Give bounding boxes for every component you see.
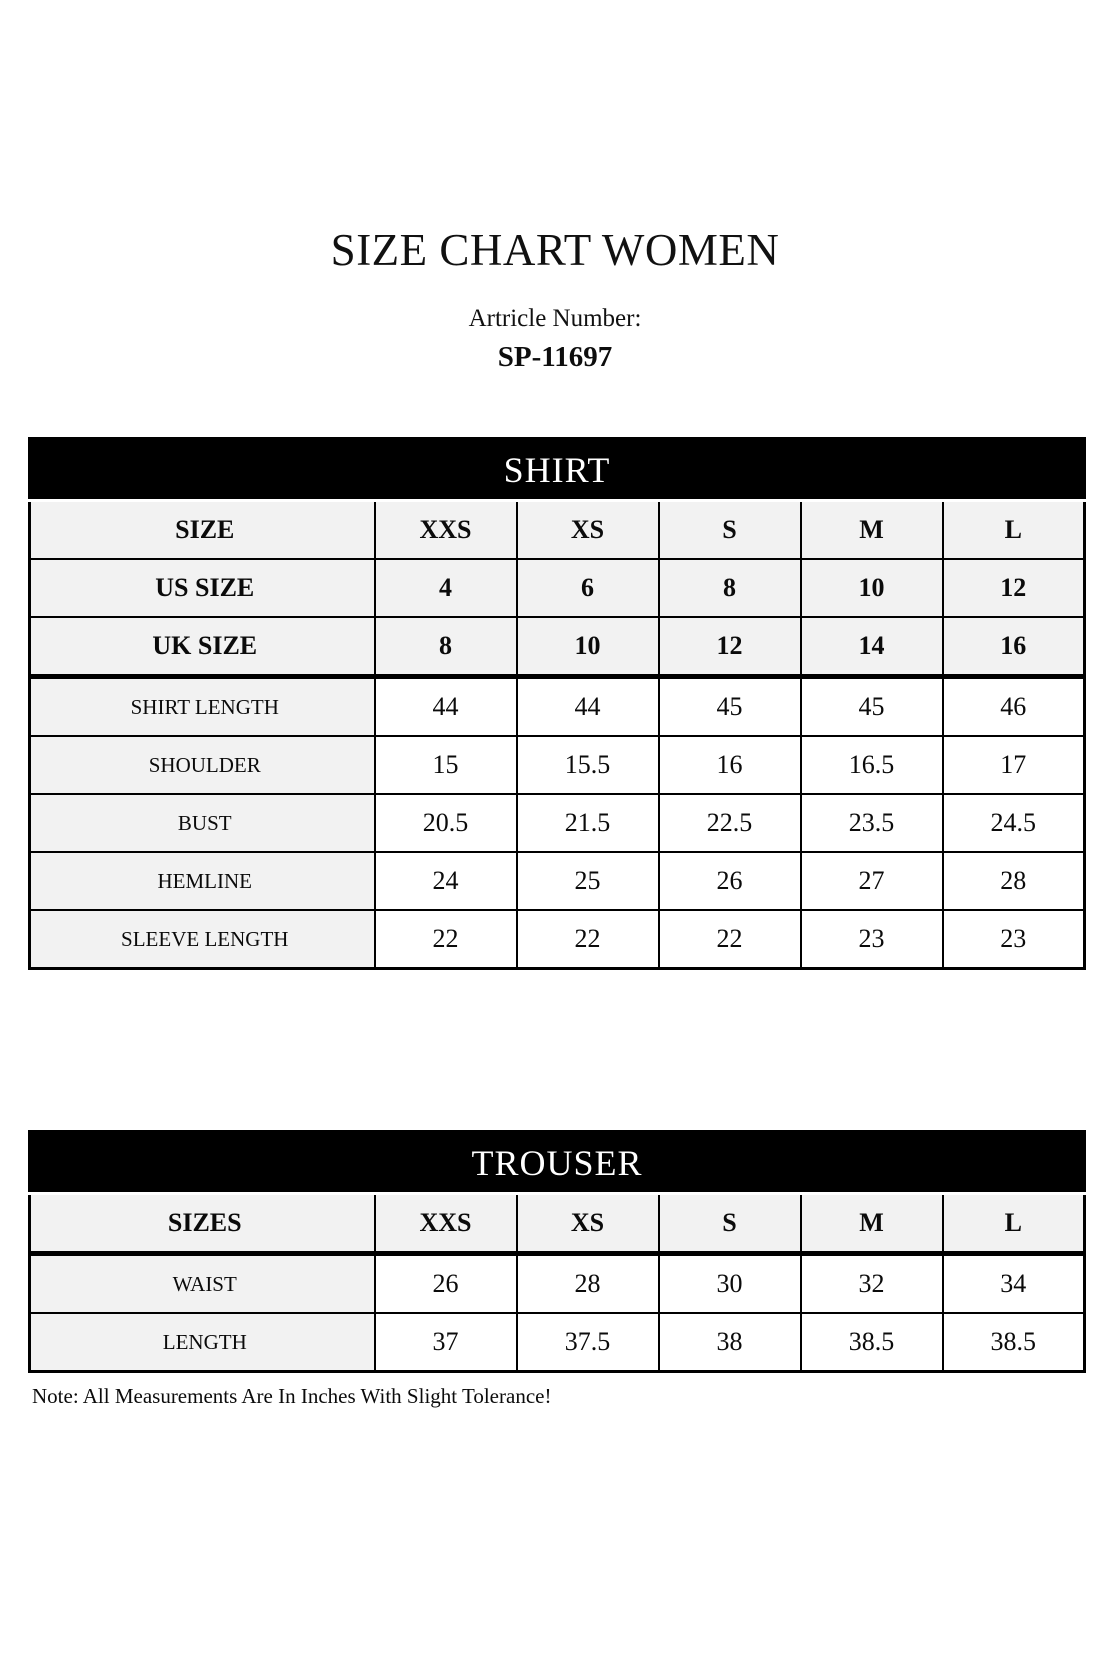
measure-cell: 25 — [515, 851, 660, 911]
size-cell: 8 — [373, 616, 518, 679]
size-cell: XS — [515, 499, 660, 560]
measure-cell: 38.5 — [941, 1312, 1086, 1373]
size-cell: 12 — [941, 558, 1086, 618]
measure-cell: 26 — [657, 851, 802, 911]
measure-cell: 21.5 — [515, 793, 660, 853]
measure-cell: 15.5 — [515, 735, 660, 795]
measure-cell: 44 — [373, 675, 518, 737]
row-label: SLEEVE LENGTH — [28, 909, 376, 970]
table-row-us-size: US SIZE 4 6 8 10 12 — [28, 558, 1086, 618]
measure-cell: 26 — [373, 1252, 518, 1314]
size-cell: XS — [515, 1192, 660, 1256]
size-cell: 6 — [515, 558, 660, 618]
measure-cell: 27 — [799, 851, 944, 911]
row-label: HEMLINE — [28, 851, 376, 911]
table-row-shirt-length: SHIRT LENGTH 44 44 45 45 46 — [28, 675, 1086, 737]
measure-cell: 30 — [657, 1252, 802, 1314]
measure-cell: 24 — [373, 851, 518, 911]
measure-cell: 22 — [657, 909, 802, 970]
measure-cell: 20.5 — [373, 793, 518, 853]
table-row-shoulder: SHOULDER 15 15.5 16 16.5 17 — [28, 735, 1086, 795]
size-cell: M — [799, 499, 944, 560]
measure-cell: 22 — [373, 909, 518, 970]
trouser-table-header-row: TROUSER — [29, 1131, 1085, 1195]
article-number-value: SP-11697 — [497, 341, 613, 373]
measure-cell: 44 — [515, 675, 660, 737]
table-row-sleeve-length: SLEEVE LENGTH 22 22 22 23 23 — [28, 909, 1086, 970]
size-cell: M — [799, 1192, 944, 1256]
size-cell: XXS — [373, 1192, 518, 1256]
shirt-size-table: SHIRT SIZE XXS XS S M L US SIZE 4 6 8 10… — [28, 437, 1087, 970]
measure-cell: 22 — [515, 909, 660, 970]
table-row-size: SIZE XXS XS S M L — [28, 499, 1086, 560]
size-cell: S — [657, 499, 802, 560]
row-label: WAIST — [28, 1252, 376, 1314]
size-cell: 8 — [657, 558, 802, 618]
table-row-uk-size: UK SIZE 8 10 12 14 16 — [28, 616, 1086, 679]
measurement-note: Note: All Measurements Are In Inches Wit… — [32, 1384, 552, 1408]
size-cell: L — [941, 1192, 1086, 1256]
measure-cell: 37.5 — [515, 1312, 660, 1373]
size-cell: XXS — [373, 499, 518, 560]
measure-cell: 16 — [657, 735, 802, 795]
measure-cell: 23 — [799, 909, 944, 970]
measure-cell: 46 — [941, 675, 1086, 737]
measure-cell: 32 — [799, 1252, 944, 1314]
table-row-hemline: HEMLINE 24 25 26 27 28 — [28, 851, 1086, 911]
measure-cell: 45 — [799, 675, 944, 737]
trouser-section-title: TROUSER — [29, 1131, 1085, 1195]
size-cell: L — [941, 499, 1086, 560]
size-cell: 10 — [515, 616, 660, 679]
table-row-bust: BUST 20.5 21.5 22.5 23.5 24.5 — [28, 793, 1086, 853]
measure-cell: 23.5 — [799, 793, 944, 853]
measure-cell: 17 — [941, 735, 1086, 795]
size-cell: 4 — [373, 558, 518, 618]
row-label: SIZE — [28, 499, 376, 560]
measure-cell: 15 — [373, 735, 518, 795]
measure-cell: 34 — [941, 1252, 1086, 1314]
article-number-label: Artricle Number: — [468, 305, 642, 332]
measure-cell: 28 — [515, 1252, 660, 1314]
shirt-table-header-row: SHIRT — [29, 438, 1085, 502]
row-label: SIZES — [28, 1192, 376, 1256]
row-label: LENGTH — [28, 1312, 376, 1373]
size-cell: 10 — [799, 558, 944, 618]
trouser-size-table: TROUSER SIZES XXS XS S M L WAIST 26 28 3… — [28, 1130, 1087, 1373]
measure-cell: 22.5 — [657, 793, 802, 853]
measure-cell: 38.5 — [799, 1312, 944, 1373]
size-cell: 14 — [799, 616, 944, 679]
measure-cell: 16.5 — [799, 735, 944, 795]
table-row-length: LENGTH 37 37.5 38 38.5 38.5 — [28, 1312, 1086, 1373]
shirt-section-title: SHIRT — [29, 438, 1085, 502]
measure-cell: 23 — [941, 909, 1086, 970]
row-label: SHIRT LENGTH — [28, 675, 376, 737]
row-label: SHOULDER — [28, 735, 376, 795]
page-title: SIZE CHART WOMEN — [330, 225, 780, 275]
row-label: US SIZE — [28, 558, 376, 618]
row-label: UK SIZE — [28, 616, 376, 679]
size-cell: 16 — [941, 616, 1086, 679]
table-row-sizes: SIZES XXS XS S M L — [28, 1192, 1086, 1256]
measure-cell: 38 — [657, 1312, 802, 1373]
row-label: BUST — [28, 793, 376, 853]
measure-cell: 37 — [373, 1312, 518, 1373]
size-cell: 12 — [657, 616, 802, 679]
table-row-waist: WAIST 26 28 30 32 34 — [28, 1252, 1086, 1314]
measure-cell: 24.5 — [941, 793, 1086, 853]
size-cell: S — [657, 1192, 802, 1256]
measure-cell: 28 — [941, 851, 1086, 911]
measure-cell: 45 — [657, 675, 802, 737]
